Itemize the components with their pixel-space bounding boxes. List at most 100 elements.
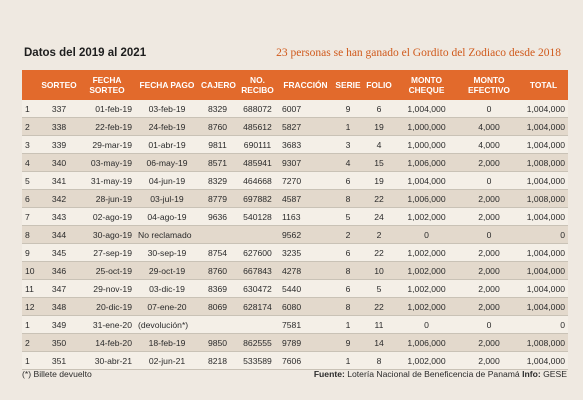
cell-no-recibo: 630472 xyxy=(236,279,279,298)
cell-monto-cheque: 1,004,000 xyxy=(394,171,459,190)
cell-folio: 24 xyxy=(364,207,394,226)
cell-fraccion: 4278 xyxy=(279,261,332,280)
column-header-monto-efectivo: MONTO EFECTIVO xyxy=(459,70,519,100)
cell-monto-cheque: 1,006,000 xyxy=(394,189,459,208)
cell-no-recibo: 464668 xyxy=(236,171,279,190)
cell-serie: 8 xyxy=(332,297,364,316)
cell-fraccion: 9562 xyxy=(279,225,332,244)
cell-monto-efectivo: 4,000 xyxy=(459,117,519,136)
cell-fecha-pago: 03-jul-19 xyxy=(135,189,199,208)
cell-monto-cheque: 1,002,000 xyxy=(394,279,459,298)
cell-folio: 2 xyxy=(364,225,394,244)
cell-folio: 15 xyxy=(364,153,394,172)
column-header-fecha-sorteo: FECHA SORTEO xyxy=(79,70,135,100)
cell-fecha-sorteo: 02-ago-19 xyxy=(79,207,135,226)
cell-sorteo: 337 xyxy=(39,100,79,118)
cell-fraccion: 6080 xyxy=(279,297,332,316)
cell-row-index: 9 xyxy=(22,243,39,262)
column-header-row-index xyxy=(22,70,39,100)
cell-cajero xyxy=(199,225,236,244)
cell-no-recibo: 485941 xyxy=(236,153,279,172)
winners-headline: 23 personas se han ganado el Gordito del… xyxy=(276,47,561,59)
cell-monto-cheque: 1,002,000 xyxy=(394,207,459,226)
cell-fecha-pago: 30-sep-19 xyxy=(135,243,199,262)
cell-cajero: 9811 xyxy=(199,135,236,154)
cell-sorteo: 338 xyxy=(39,117,79,136)
cell-fraccion: 1163 xyxy=(279,207,332,226)
cell-fecha-sorteo: 27-sep-19 xyxy=(79,243,135,262)
cell-no-recibo xyxy=(236,225,279,244)
source-credit: Fuente: Lotería Nacional de Beneficencia… xyxy=(314,369,567,379)
table-row: 1 349 31-ene-20 (devolución*) 7581 1 11 0 0 0 xyxy=(22,315,568,334)
table-body: 1 337 01-feb-19 03-feb-19 8329 688072 6007 9 6 1,… xyxy=(22,100,568,370)
footer: (*) Billete devuelto Fuente: Lotería Nac… xyxy=(22,369,567,379)
column-header-monto-cheque: MONTO CHEQUE xyxy=(394,70,459,100)
cell-row-index: 2 xyxy=(22,333,39,352)
cell-folio: 4 xyxy=(364,135,394,154)
cell-total: 1,004,000 xyxy=(519,351,568,370)
cell-serie: 6 xyxy=(332,171,364,190)
cell-fraccion: 4587 xyxy=(279,189,332,208)
cell-no-recibo: 697882 xyxy=(236,189,279,208)
cell-fecha-pago: 01-abr-19 xyxy=(135,135,199,154)
table-row: 11 347 29-nov-19 03-dic-19 8369 630472 5440 6 5 1… xyxy=(22,279,568,298)
cell-cajero xyxy=(199,315,236,334)
cell-monto-cheque: 1,002,000 xyxy=(394,243,459,262)
cell-monto-efectivo: 2,000 xyxy=(459,351,519,370)
cell-row-index: 1 xyxy=(22,315,39,334)
cell-no-recibo: 628174 xyxy=(236,297,279,316)
cell-row-index: 7 xyxy=(22,207,39,226)
cell-monto-efectivo: 4,000 xyxy=(459,135,519,154)
cell-fecha-sorteo: 28-jun-19 xyxy=(79,189,135,208)
source-label: Fuente: xyxy=(313,369,345,379)
cell-serie: 9 xyxy=(332,333,364,352)
cell-serie: 5 xyxy=(332,207,364,226)
cell-fecha-sorteo: 29-mar-19 xyxy=(79,135,135,154)
cell-folio: 8 xyxy=(364,351,394,370)
cell-no-recibo: 627600 xyxy=(236,243,279,262)
cell-fecha-pago: 18-feb-19 xyxy=(135,333,199,352)
info-label: Info: xyxy=(522,369,541,379)
cell-total: 1,004,000 xyxy=(519,135,568,154)
cell-cajero: 8571 xyxy=(199,153,236,172)
table-row: 10 346 25-oct-19 29-oct-19 8760 667843 4278 8 10… xyxy=(22,261,568,280)
cell-serie: 8 xyxy=(332,261,364,280)
table-header-row: SORTEO FECHA SORTEO FECHA PAGO CAJERO NO. RE… xyxy=(22,70,568,100)
cell-cajero: 9850 xyxy=(199,333,236,352)
cell-monto-cheque: 1,000,000 xyxy=(394,117,459,136)
cell-sorteo: 346 xyxy=(39,261,79,280)
cell-monto-efectivo: 2,000 xyxy=(459,261,519,280)
cell-cajero: 8760 xyxy=(199,117,236,136)
column-header-sorteo: SORTEO xyxy=(39,70,79,100)
table-row: 1 337 01-feb-19 03-feb-19 8329 688072 6007 9 6 1,… xyxy=(22,100,568,118)
cell-fecha-pago: 07-ene-20 xyxy=(135,297,199,316)
table-row: 7 343 02-ago-19 04-ago-19 9636 540128 1163 5 24 1… xyxy=(22,207,568,226)
cell-serie: 6 xyxy=(332,279,364,298)
cell-total: 1,004,000 xyxy=(519,100,568,118)
cell-fecha-pago: 06-may-19 xyxy=(135,153,199,172)
column-header-fecha-pago: FECHA PAGO xyxy=(135,70,199,100)
cell-sorteo: 344 xyxy=(39,225,79,244)
cell-row-index: 8 xyxy=(22,225,39,244)
cell-sorteo: 345 xyxy=(39,243,79,262)
source-text: Lotería Nacional de Beneficencia de Pana… xyxy=(347,369,520,379)
cell-no-recibo: 485612 xyxy=(236,117,279,136)
cell-monto-cheque: 0 xyxy=(394,315,459,334)
cell-folio: 14 xyxy=(364,333,394,352)
cell-total: 1,004,000 xyxy=(519,117,568,136)
column-header-cajero: CAJERO xyxy=(199,70,236,100)
cell-fraccion: 6007 xyxy=(279,100,332,118)
cell-row-index: 11 xyxy=(22,279,39,298)
cell-monto-efectivo: 0 xyxy=(459,100,519,118)
cell-cajero: 8760 xyxy=(199,261,236,280)
cell-folio: 19 xyxy=(364,117,394,136)
cell-serie: 1 xyxy=(332,315,364,334)
cell-folio: 5 xyxy=(364,279,394,298)
cell-row-index: 10 xyxy=(22,261,39,280)
column-header-serie: SERIE xyxy=(332,70,364,100)
cell-row-index: 6 xyxy=(22,189,39,208)
cell-fecha-pago: 29-oct-19 xyxy=(135,261,199,280)
cell-sorteo: 351 xyxy=(39,351,79,370)
cell-monto-efectivo: 2,000 xyxy=(459,189,519,208)
